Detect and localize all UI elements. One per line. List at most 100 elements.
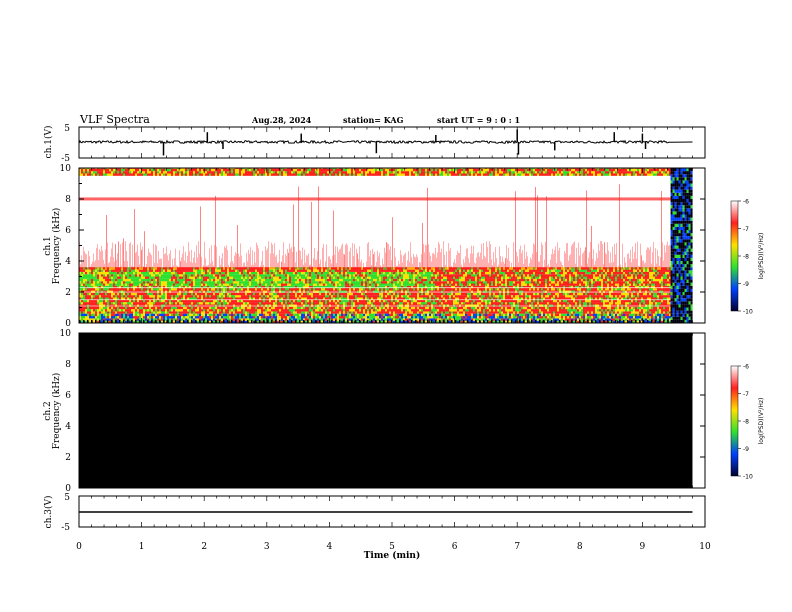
ch1-spectro-cell (455, 306, 457, 310)
ch1-spectro-cell (367, 311, 369, 314)
ch1-spectro-cell (433, 269, 435, 272)
ch1-spectro-cell (241, 283, 243, 286)
ch1-spectro-cell (183, 288, 185, 291)
ch1-spectro-cell (253, 309, 255, 312)
ch1-spectro-cell (331, 288, 333, 291)
ch1-spectro-cell (287, 306, 289, 310)
ch1-spectro-cell (133, 297, 135, 300)
ch1-spectro-cell (261, 283, 263, 286)
ch1-spectro-cell (549, 267, 551, 270)
ch1-spectro-cell (149, 278, 151, 282)
ch1-spectro-cell (445, 304, 447, 307)
ch1-spectro-cell (547, 309, 549, 312)
ch1-spectro-cell (285, 297, 287, 300)
ch1-spectro-cell (275, 288, 277, 291)
ch1-spectro-cell (509, 302, 511, 305)
ch1-spectro-cell (121, 267, 123, 270)
ch1-spectro-cell (311, 281, 313, 284)
ch1-spectro-cell (479, 297, 481, 300)
ch1-spectro-cell (525, 299, 527, 303)
ch1-spectro-cell (359, 283, 361, 286)
ch1-spectro-cell (233, 274, 235, 277)
ch1-spectro-cell (159, 271, 161, 275)
ch1-spectro-cell (133, 292, 135, 296)
ch1-spectro-cell (131, 271, 133, 275)
ch1-spectro-cell (571, 278, 573, 282)
ch1-spectro-cell (547, 267, 549, 270)
ch1-spectro-cell (425, 304, 427, 307)
ch1-spectro-cell (213, 295, 215, 298)
ch1-spectro-cell (495, 297, 497, 300)
ch1-spectro-cell (397, 302, 399, 305)
ch1-spectro-cell (387, 274, 389, 277)
ch1-spectro-cell (133, 311, 135, 314)
ch1-spectro-cell (239, 288, 241, 291)
ch1-spectro-cell (531, 274, 533, 277)
ch1-spectro-cell (299, 309, 301, 312)
ch1-spectro-cell (361, 309, 363, 312)
ch1-spectro-cell (417, 311, 419, 314)
ch1-spectro-cell (235, 299, 237, 303)
ch1-spectro-cell (233, 276, 235, 279)
ch1-spectro-cell (427, 281, 429, 284)
ch1-spectro-cell (277, 269, 279, 272)
ch1-spectro-cell (257, 267, 259, 270)
ch1-spectro-cell (479, 267, 481, 270)
ch1-spectro-cell (275, 299, 277, 303)
ch1-spectro-cell (137, 295, 139, 298)
ch1-spectro-cell (145, 309, 147, 312)
ch1-spectro-cell (167, 299, 169, 303)
ch1-spectro-cell (189, 269, 191, 272)
ch1-spectro-cell (257, 278, 259, 282)
ch1-spectro-cell (487, 269, 489, 272)
ch1-spectro-cell (371, 292, 373, 296)
ch1-spectro-cell (375, 276, 377, 279)
ch1-spectro-cell (395, 309, 397, 312)
ch1-spectro-cell (285, 271, 287, 275)
ch1-spectro-cell (361, 295, 363, 298)
ch1-spectro-cell (183, 281, 185, 284)
ch1-spectro-cell (343, 269, 345, 272)
ch1-spectro-cell (495, 278, 497, 282)
ch1-spectro-cell (103, 299, 105, 303)
ch1-spectro-cell (247, 283, 249, 286)
ch1-spectro-cell (349, 295, 351, 298)
ch1-spectro-cell (463, 278, 465, 282)
ch1-spectro-cell (339, 276, 341, 279)
ch1-spectro-cell (379, 299, 381, 303)
ch1-spectro-cell (331, 295, 333, 298)
ch1-spectro-cell (193, 288, 195, 291)
ch1-spectro-cell (405, 278, 407, 282)
ch1-spectro-cell (561, 304, 563, 307)
ch1-spectro-cell (295, 281, 297, 284)
ch1-spectro-cell (417, 302, 419, 305)
ch1-spectro-cell (295, 295, 297, 298)
ch1-spectro-cell (157, 274, 159, 277)
ch1-spectro-cell (409, 274, 411, 277)
ch1-spectro-cell (117, 276, 119, 279)
ch1-spectro-cell (139, 295, 141, 298)
ch1-spectro-cell (153, 278, 155, 282)
ch1-spectro-cell (197, 302, 199, 305)
ch1-spectro-cell (563, 309, 565, 312)
ch1-spectro-cell (401, 276, 403, 279)
ch1-spectro-cell (537, 295, 539, 298)
ch1-spectro-cell (499, 267, 501, 270)
ch1-spectro-cell (149, 297, 151, 300)
ch1-spectro-cell (79, 281, 81, 284)
ch1-spectro-cell (439, 304, 441, 307)
ch1-spectro-cell (135, 309, 137, 312)
ch1-spectro-cell (193, 295, 195, 298)
ch1-spectro-cell (159, 309, 161, 312)
ch1-spectro-cell (271, 283, 273, 286)
ch1-spectro-cell (261, 292, 263, 296)
ch1-spectro-cell (533, 311, 535, 314)
ch1-spectro-cell (273, 309, 275, 312)
ch1-spectro-cell (401, 271, 403, 275)
ch1-spectro-cell (207, 309, 209, 312)
ch1-spectro-cell (101, 295, 103, 298)
ch1-spectro-cell (109, 311, 111, 314)
ch1-spectro-cell (105, 309, 107, 312)
ch1-spectro-cell (121, 274, 123, 277)
ch1-spectro-cell (561, 283, 563, 286)
